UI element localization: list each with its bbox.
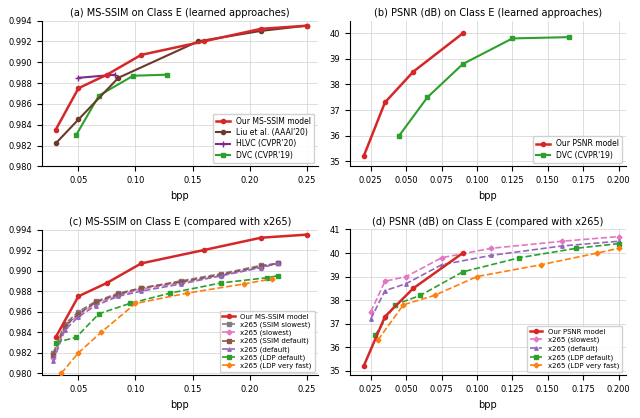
X-axis label: bpp: bpp [171, 191, 189, 201]
Legend: Our PSNR model, x265 (slowest), x265 (default), x265 (LDP default), x265 (LDP ve: Our PSNR model, x265 (slowest), x265 (de… [527, 326, 622, 372]
X-axis label: bpp: bpp [478, 400, 497, 410]
Legend: Our MS-SSIM model, Liu et al. (AAAI'20), HLVC (CVPR'20), DVC (CVPR'19): Our MS-SSIM model, Liu et al. (AAAI'20),… [213, 114, 314, 163]
X-axis label: bpp: bpp [171, 400, 189, 410]
Title: (b) PSNR (dB) on Class E (learned approaches): (b) PSNR (dB) on Class E (learned approa… [374, 8, 602, 18]
Legend: Our MS-SSIM model, x265 (SSIM slowest), x265 (slowest), x265 (SSIM default), x26: Our MS-SSIM model, x265 (SSIM slowest), … [220, 311, 314, 372]
Legend: Our PSNR model, DVC (CVPR'19): Our PSNR model, DVC (CVPR'19) [533, 136, 622, 163]
X-axis label: bpp: bpp [478, 191, 497, 201]
Title: (d) PSNR (dB) on Class E (compared with x265): (d) PSNR (dB) on Class E (compared with … [372, 217, 604, 227]
Title: (c) MS-SSIM on Class E (compared with x265): (c) MS-SSIM on Class E (compared with x2… [68, 217, 291, 227]
Title: (a) MS-SSIM on Class E (learned approaches): (a) MS-SSIM on Class E (learned approach… [70, 8, 290, 18]
